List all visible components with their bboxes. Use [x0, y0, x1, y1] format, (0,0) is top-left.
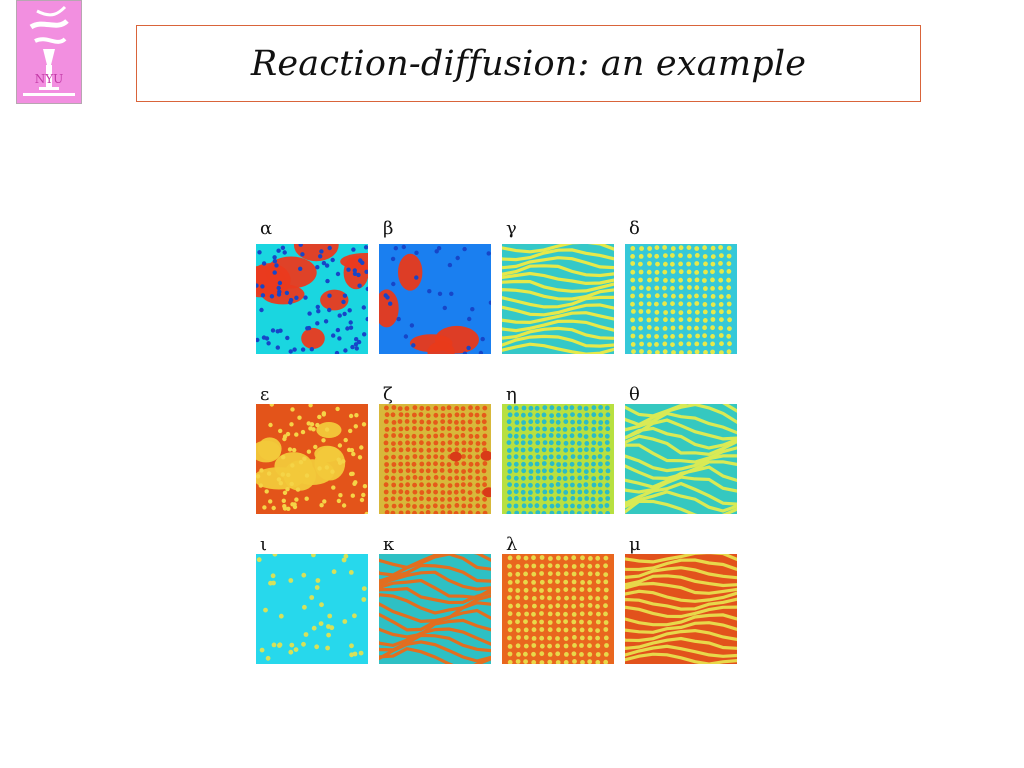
- pattern-panel-gamma: γ: [502, 220, 614, 354]
- pattern-image-lambda: [502, 554, 614, 664]
- panel-label-lambda: λ: [506, 534, 518, 555]
- panel-label-mu: μ: [629, 534, 641, 555]
- pattern-panel-theta: θ: [625, 386, 737, 514]
- pattern-panel-delta: δ: [625, 220, 737, 354]
- pattern-image-epsilon: [256, 404, 368, 514]
- panel-label-beta: β: [383, 218, 394, 239]
- pattern-image-mu: [625, 554, 737, 664]
- pattern-panel-alpha: α: [256, 220, 368, 354]
- pattern-image-iota: [256, 554, 368, 664]
- panel-label-eta: η: [506, 384, 517, 405]
- pattern-panel-zeta: ζ: [379, 386, 491, 514]
- panel-label-kappa: κ: [383, 534, 395, 555]
- panel-label-iota: ι: [260, 534, 268, 555]
- logo-text: NYU: [35, 72, 64, 86]
- nyu-torch-logo: NYU: [16, 0, 82, 104]
- panel-label-delta: δ: [629, 218, 640, 239]
- panel-label-gamma: γ: [506, 218, 517, 239]
- pattern-panel-beta: β: [379, 220, 491, 354]
- panel-label-epsilon: ε: [260, 384, 270, 405]
- pattern-panel-mu: μ: [625, 536, 737, 664]
- torch-icon: NYU: [17, 1, 81, 103]
- pattern-image-beta: [379, 244, 491, 354]
- pattern-image-alpha: [256, 244, 368, 354]
- pattern-image-gamma: [502, 244, 614, 354]
- pattern-panel-epsilon: ε: [256, 386, 368, 514]
- pattern-image-eta: [502, 404, 614, 514]
- pattern-panel-iota: ι: [256, 536, 368, 664]
- panel-label-theta: θ: [629, 384, 640, 405]
- title-box: Reaction-diffusion: an example: [136, 25, 921, 102]
- pattern-image-delta: [625, 244, 737, 354]
- panel-label-alpha: α: [260, 218, 273, 239]
- pattern-image-zeta: [379, 404, 491, 514]
- panel-label-zeta: ζ: [383, 384, 393, 405]
- pattern-panel-lambda: λ: [502, 536, 614, 664]
- pattern-image-theta: [625, 404, 737, 514]
- pattern-panel-eta: η: [502, 386, 614, 514]
- pattern-panel-kappa: κ: [379, 536, 491, 664]
- pattern-image-kappa: [379, 554, 491, 664]
- slide-title: Reaction-diffusion: an example: [250, 43, 807, 84]
